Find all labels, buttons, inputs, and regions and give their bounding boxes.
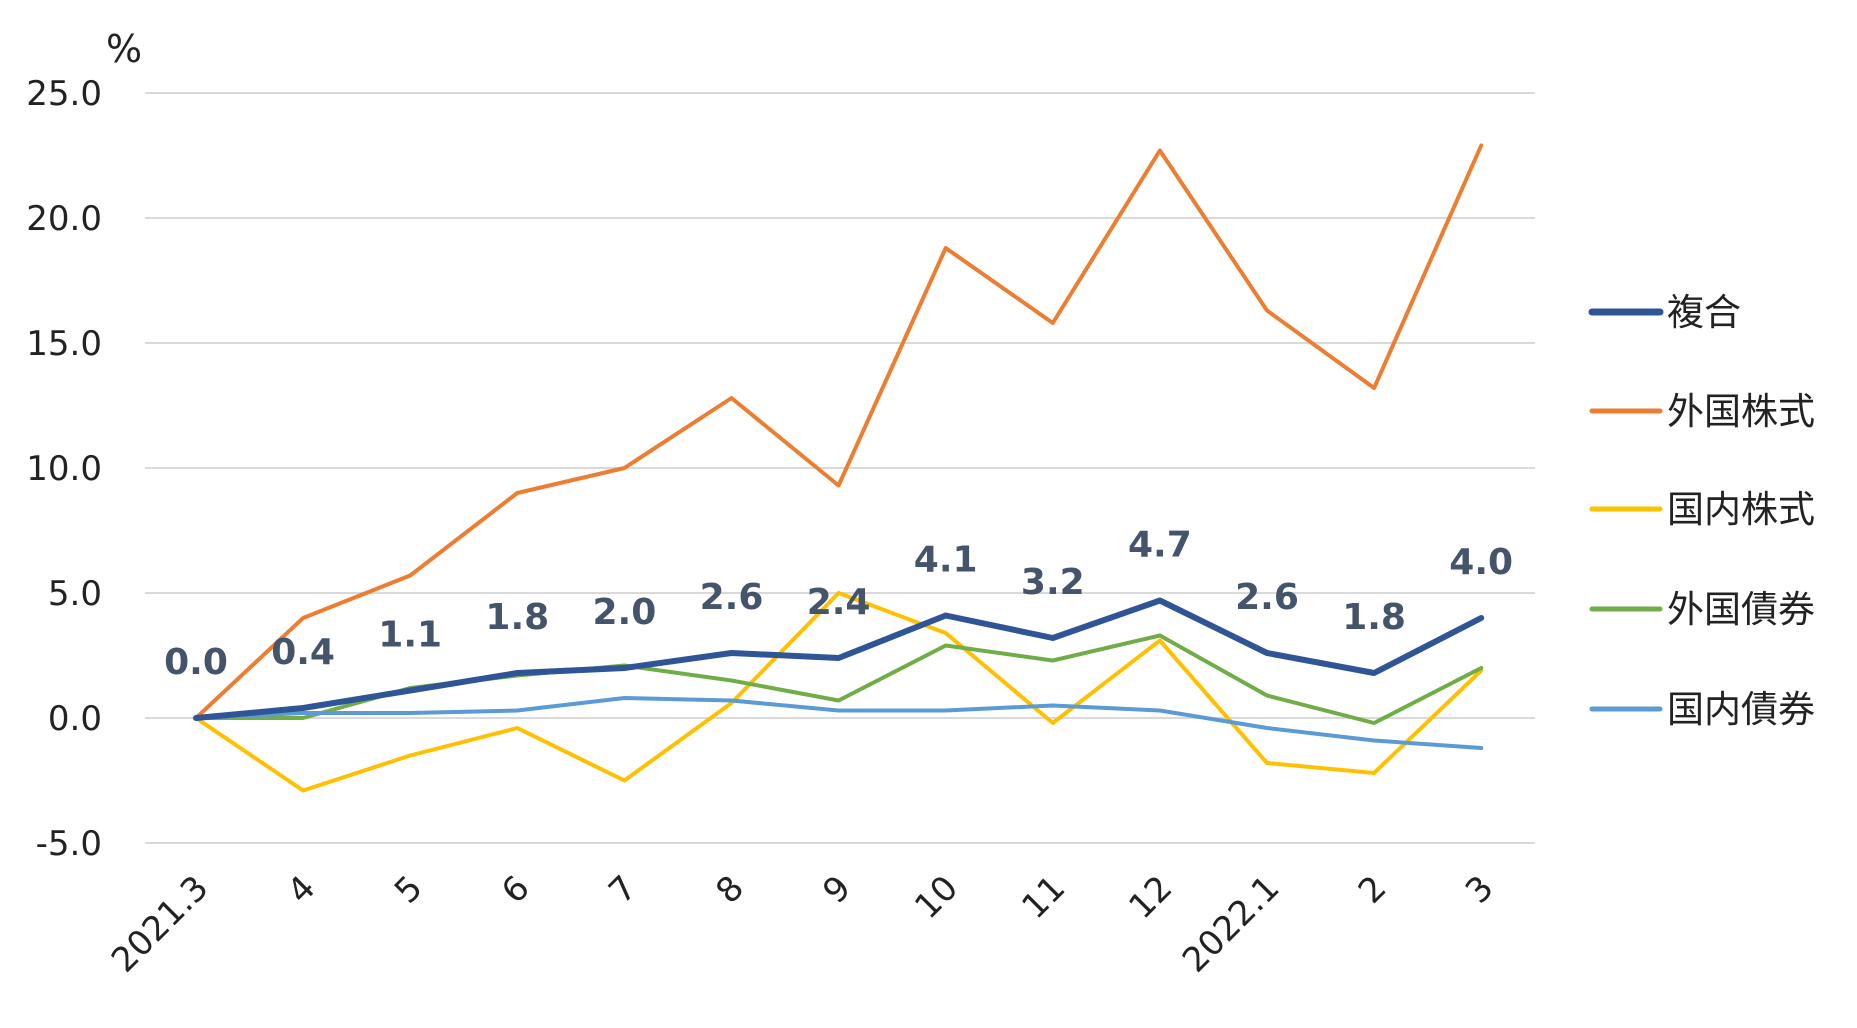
data-label: 2.6	[1235, 577, 1299, 618]
x-tick-label: 7	[601, 868, 645, 912]
legend-label: 外国債券	[1667, 588, 1815, 631]
x-tick-label: 3	[1458, 868, 1502, 912]
data-label: 4.1	[914, 540, 978, 581]
x-tick-label: 9	[815, 868, 859, 912]
y-tick-label: 0.0	[48, 699, 102, 739]
y-axis-ticks: 25.0 20.0 15.0 10.0 5.0 0.0 -5.0	[26, 74, 102, 864]
y-tick-label: 5.0	[48, 574, 102, 614]
data-label: 1.1	[378, 615, 442, 656]
legend-label: 複合	[1667, 291, 1741, 334]
data-labels: 0.0 0.4 1.1 1.8 2.0 2.6 2.4 4.1 3.2 4.7 2.6 1.8 4.0	[164, 525, 1513, 684]
data-label: 3.2	[1021, 562, 1085, 603]
x-tick-label: 11	[1014, 868, 1073, 927]
data-label: 4.7	[1128, 525, 1192, 566]
x-tick-label: 12	[1121, 868, 1180, 927]
y-tick-label: -5.0	[36, 824, 102, 864]
series-line-2	[194, 143, 1484, 720]
data-label: 0.0	[164, 642, 228, 683]
y-tick-label: 25.0	[26, 74, 102, 114]
x-tick-label: 8	[708, 868, 752, 912]
legend-label: 外国株式	[1667, 390, 1815, 433]
x-tick-label: 2021.3	[104, 868, 216, 980]
series-lines	[193, 143, 1485, 793]
y-axis-unit: %	[106, 27, 142, 71]
y-tick-label: 20.0	[26, 199, 102, 239]
data-label: 2.0	[593, 592, 657, 633]
x-tick-label: 4	[280, 868, 324, 912]
data-label: 2.6	[700, 577, 764, 618]
y-tick-label: 15.0	[26, 324, 102, 364]
data-label: 0.4	[271, 632, 335, 673]
series-line-5	[194, 696, 1484, 750]
legend-label: 国内株式	[1667, 488, 1815, 531]
gridlines	[145, 92, 1535, 844]
x-tick-label: 10	[907, 868, 966, 927]
x-tick-label: 6	[494, 868, 538, 912]
y-tick-label: 10.0	[26, 449, 102, 489]
series-line-1	[193, 597, 1485, 721]
data-label: 1.8	[1342, 597, 1406, 638]
data-label: 2.4	[807, 582, 871, 623]
series-line-3	[194, 591, 1484, 793]
legend-label: 国内債券	[1667, 688, 1815, 731]
data-label: 4.0	[1449, 542, 1513, 583]
x-tick-label: 2022.1	[1175, 868, 1287, 980]
x-tick-label: 2	[1351, 868, 1395, 912]
data-label: 1.8	[485, 597, 549, 638]
x-tick-label: 5	[387, 868, 431, 912]
